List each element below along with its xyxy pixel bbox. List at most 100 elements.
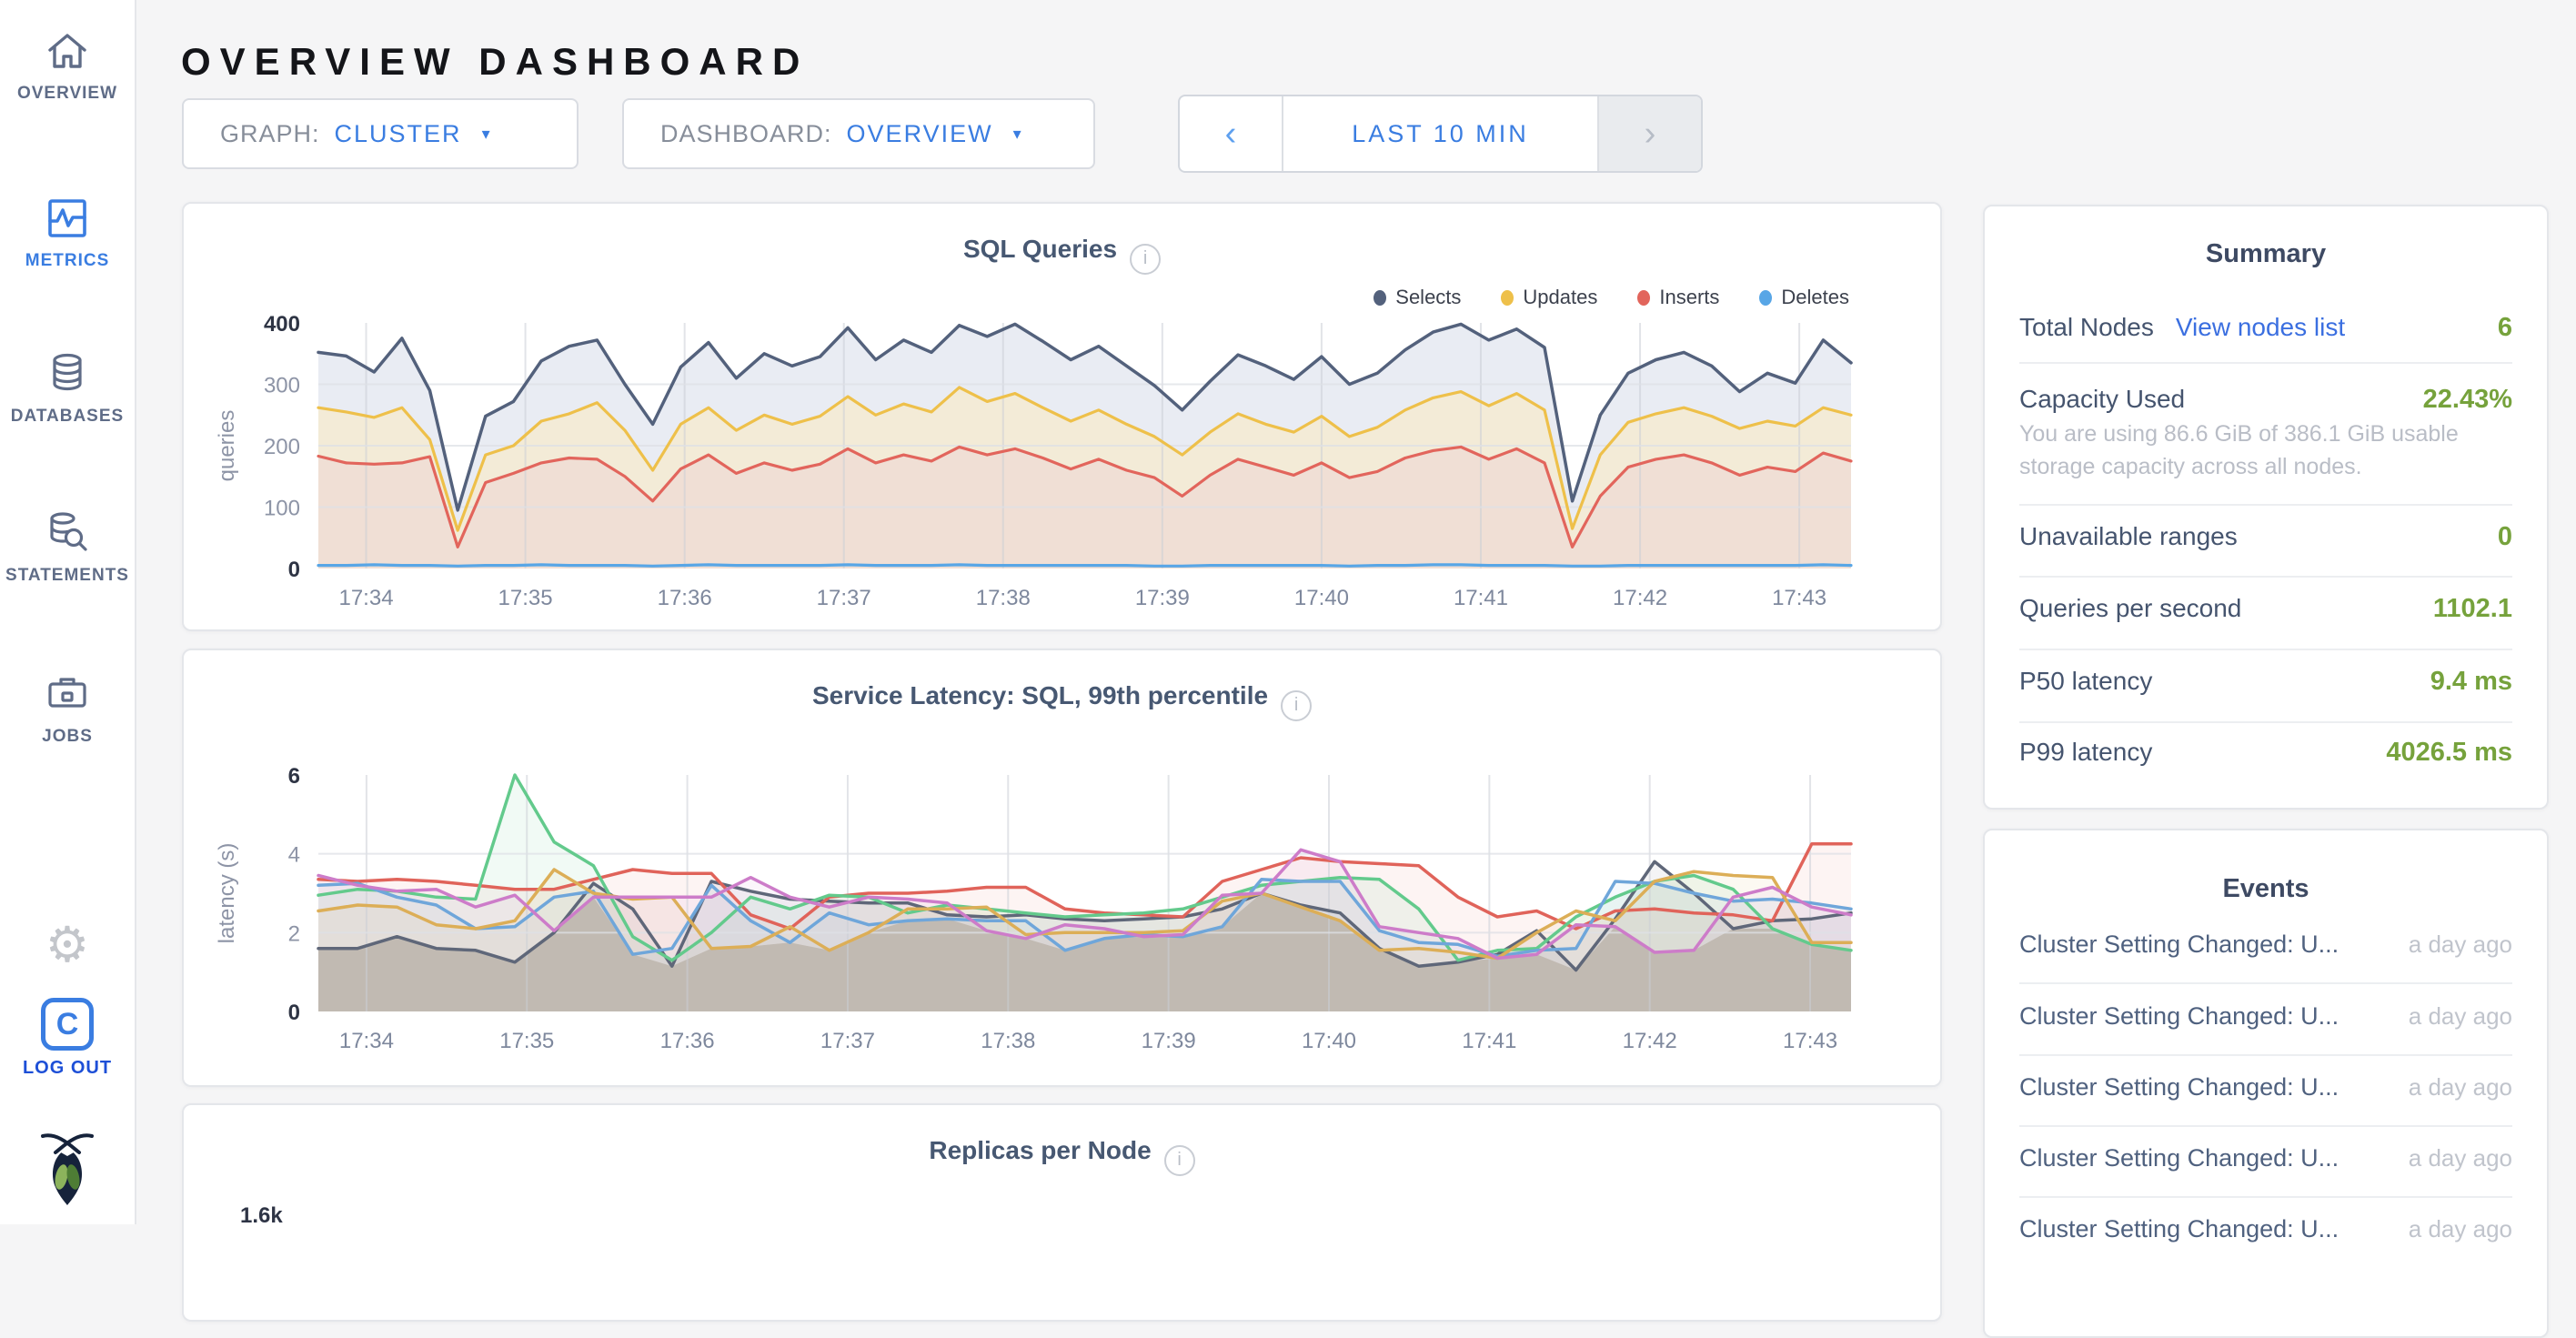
svg-text:17:37: 17:37 — [820, 1029, 875, 1053]
divider — [2019, 1125, 2512, 1127]
svg-text:17:39: 17:39 — [1135, 586, 1190, 610]
chart-legend: Selects Updates Inserts Deletes — [1374, 286, 1849, 309]
svg-text:2: 2 — [288, 921, 300, 946]
divider — [2019, 1054, 2512, 1056]
svg-text:17:35: 17:35 — [498, 586, 553, 610]
graph-dropdown-label: GRAPH: — [220, 119, 320, 147]
legend-dot — [1759, 289, 1773, 306]
unavailable-ranges-value: 0 — [2497, 522, 2512, 551]
statements-search-icon — [0, 509, 135, 557]
svg-text:17:41: 17:41 — [1454, 586, 1508, 610]
legend-item[interactable]: Deletes — [1759, 286, 1849, 309]
svg-text:300: 300 — [264, 374, 300, 398]
svg-text:17:36: 17:36 — [660, 1029, 715, 1053]
logout-button[interactable]: LOG OUT — [22, 1058, 113, 1078]
svg-text:17:38: 17:38 — [981, 1029, 1035, 1053]
p50-latency-value: 9.4 ms — [2430, 667, 2512, 696]
svg-text:17:34: 17:34 — [338, 586, 393, 610]
chart-title: Service Latency: SQL, 99th percentile i — [184, 681, 1940, 721]
summary-row-qps: Queries per second 1102.1 — [2019, 594, 2512, 623]
divider — [2019, 362, 2512, 364]
qps-value: 1102.1 — [2432, 594, 2512, 623]
chart-title: SQL Queries i — [184, 235, 1940, 275]
divider — [2019, 721, 2512, 723]
event-row[interactable]: Cluster Setting Changed: U... a day ago — [2019, 1073, 2512, 1101]
total-nodes-value: 6 — [2497, 313, 2512, 342]
svg-text:17:43: 17:43 — [1783, 1029, 1837, 1053]
time-range-next-button[interactable]: › — [1597, 96, 1701, 171]
sidebar-item-databases[interactable]: DATABASES — [0, 350, 135, 427]
info-icon[interactable]: i — [1281, 689, 1313, 721]
dashboard-dropdown-label: DASHBOARD: — [660, 119, 832, 147]
info-icon[interactable]: i — [1163, 1144, 1195, 1176]
summary-row-p99: P99 latency 4026.5 ms — [2019, 738, 2512, 767]
database-icon — [0, 350, 135, 397]
svg-text:17:42: 17:42 — [1613, 586, 1667, 610]
svg-text:17:34: 17:34 — [339, 1029, 394, 1053]
chevron-down-icon: ▾ — [481, 124, 490, 143]
time-range-value[interactable]: LAST 10 MIN — [1352, 119, 1529, 147]
graph-dropdown[interactable]: GRAPH: CLUSTER ▾ — [182, 98, 579, 169]
svg-text:400: 400 — [264, 312, 300, 337]
dashboard-dropdown-value: OVERVIEW — [846, 119, 993, 147]
legend-dot — [1501, 289, 1514, 306]
summary-card: Summary Total Nodes View nodes list 6 Cap… — [1983, 205, 2549, 810]
capacity-used-value: 22.43% — [2422, 385, 2512, 414]
events-title: Events — [2222, 874, 2309, 903]
sidebar-item-label: METRICS — [25, 251, 110, 270]
cockroach-c-logo-icon[interactable]: C — [41, 998, 94, 1051]
svg-text:17:43: 17:43 — [1772, 586, 1826, 610]
page-title: OVERVIEW DASHBOARD — [181, 40, 810, 84]
event-row[interactable]: Cluster Setting Changed: U... a day ago — [2019, 1144, 2512, 1172]
svg-text:0: 0 — [288, 558, 300, 582]
service-latency-chart[interactable]: 17:34 17:35 17:36 17:37 17:38 17:39 17:40 17:41… — [184, 650, 1940, 1085]
chart-title: Replicas per Node i — [184, 1136, 1940, 1176]
svg-text:200: 200 — [264, 435, 300, 459]
divider — [2019, 982, 2512, 984]
event-row[interactable]: Cluster Setting Changed: U... a day ago — [2019, 931, 2512, 958]
sidebar-item-label: DATABASES — [10, 407, 125, 426]
summary-row-unavailable-ranges: Unavailable ranges 0 — [2019, 522, 2512, 551]
svg-text:100: 100 — [264, 497, 300, 521]
dashboard-dropdown[interactable]: DASHBOARD: OVERVIEW ▾ — [622, 98, 1095, 169]
legend-item[interactable]: Updates — [1501, 286, 1597, 309]
legend-dot — [1374, 289, 1387, 306]
svg-text:6: 6 — [288, 764, 300, 789]
service-latency-panel: Service Latency: SQL, 99th percentile i 1… — [182, 649, 1942, 1087]
time-range-prev-button[interactable]: ‹ — [1180, 96, 1283, 171]
event-row[interactable]: Cluster Setting Changed: U... a day ago — [2019, 1215, 2512, 1242]
summary-row-p50: P50 latency 9.4 ms — [2019, 667, 2512, 696]
sidebar-item-metrics[interactable]: METRICS — [0, 195, 135, 271]
sidebar-item-label: OVERVIEW — [16, 84, 118, 103]
svg-text:0: 0 — [288, 1001, 300, 1025]
svg-text:17:41: 17:41 — [1462, 1029, 1516, 1053]
divider — [2019, 576, 2512, 578]
graph-dropdown-value: CLUSTER — [334, 119, 462, 147]
gear-icon[interactable]: ⚙ — [45, 918, 90, 972]
time-range-selector: ‹ LAST 10 MIN › — [1178, 95, 1703, 173]
event-row[interactable]: Cluster Setting Changed: U... a day ago — [2019, 1002, 2512, 1030]
view-nodes-list-link[interactable]: View nodes list — [2175, 313, 2346, 341]
capacity-note: You are using 86.6 GiB of 386.1 GiB usab… — [2019, 421, 2459, 479]
sidebar-item-label: STATEMENTS — [5, 566, 129, 585]
svg-text:latency (s): latency (s) — [215, 843, 239, 944]
sidebar-item-statements[interactable]: STATEMENTS — [0, 509, 135, 586]
metrics-chart-icon — [0, 195, 135, 242]
svg-text:queries: queries — [215, 410, 239, 482]
svg-text:17:37: 17:37 — [817, 586, 871, 610]
legend-item[interactable]: Selects — [1374, 286, 1461, 309]
info-icon[interactable]: i — [1130, 243, 1162, 275]
sidebar-item-label: JOBS — [42, 727, 93, 746]
cockroach-bug-logo-icon[interactable] — [37, 1125, 97, 1212]
sidebar-item-overview[interactable]: OVERVIEW — [0, 27, 135, 104]
events-card: Events Cluster Setting Changed: U... a d… — [1983, 829, 2549, 1338]
p99-latency-value: 4026.5 ms — [2386, 738, 2512, 767]
sidebar-item-jobs[interactable]: JOBS — [0, 670, 135, 747]
sql-queries-chart[interactable]: 17:34 17:35 17:36 17:37 17:38 17:39 17:40 17:41… — [184, 204, 1940, 629]
legend-item[interactable]: Inserts — [1637, 286, 1719, 309]
divider — [2019, 649, 2512, 650]
briefcase-icon — [0, 670, 135, 718]
summary-row-capacity: Capacity Used 22.43% — [2019, 385, 2512, 414]
y-axis-tick-label: 1.6k — [240, 1203, 283, 1228]
